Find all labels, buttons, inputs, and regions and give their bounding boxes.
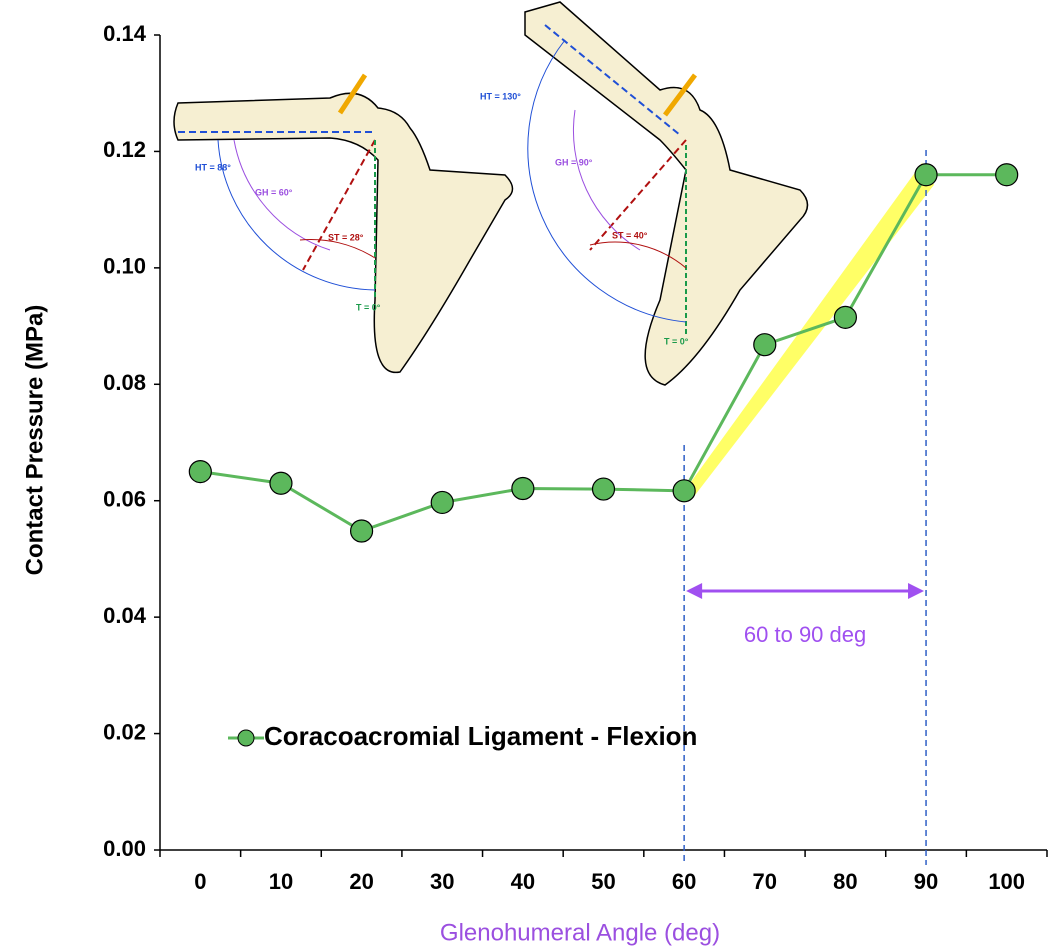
x-axis-title: Glenohumeral Angle (deg) [440,919,720,946]
data-point [914,163,938,187]
y-tick-label: 0.14 [103,21,147,46]
y-tick-label: 0.08 [103,370,146,395]
illustration-label: HT = 88° [195,162,231,172]
data-point [430,490,454,515]
illustration-flexion-60: HT = 88° GH = 60° ST = 28° T = 0° [173,73,514,374]
arrow-head [686,583,703,599]
span-label: 60 to 90 deg [744,622,866,647]
x-tick-label: 80 [833,869,857,894]
y-tick-label: 0.04 [103,603,147,628]
y-tick-label: 0.06 [103,487,146,512]
x-tick-label: 20 [349,869,373,894]
illustration-label: ST = 28° [328,232,364,242]
illustration-flexion-90: HT = 130° GH = 90° ST = 40° T = 0° [480,1,809,386]
data-point [188,460,212,484]
x-tick-label: 70 [753,869,777,894]
y-axis-title: Contact Pressure (MPa) [21,305,48,576]
illustration-label: GH = 60° [255,187,293,197]
x-tick-label: 0 [194,869,206,894]
x-tick-label: 50 [591,869,615,894]
data-point [672,479,696,503]
illustration-label: HT = 130° [480,91,521,101]
data-point [995,163,1019,187]
y-tick-label: 0.12 [103,137,146,162]
data-point [349,519,374,543]
arrow-head [908,583,925,599]
y-tick-label: 0.00 [103,836,146,861]
illustration-label: ST = 40° [612,230,648,240]
illustration-label: GH = 90° [555,157,593,167]
data-point [269,471,293,495]
data-point [753,333,777,357]
x-tick-label: 10 [269,869,293,894]
x-tick-label: 90 [914,869,938,894]
legend-marker [237,729,255,747]
data-point [591,477,616,501]
y-tick-label: 0.02 [103,719,146,744]
legend-label: Coracoacromial Ligament - Flexion [264,721,697,751]
y-tick-label: 0.10 [103,254,146,279]
x-tick-label: 40 [511,869,535,894]
x-tick-label: 30 [430,869,454,894]
x-tick-label: 100 [988,869,1025,894]
illustration-label: T = 0° [356,302,381,312]
data-point [511,476,535,501]
x-tick-label: 60 [672,869,696,894]
illustration-label: T = 0° [664,336,689,346]
data-point [833,305,858,329]
